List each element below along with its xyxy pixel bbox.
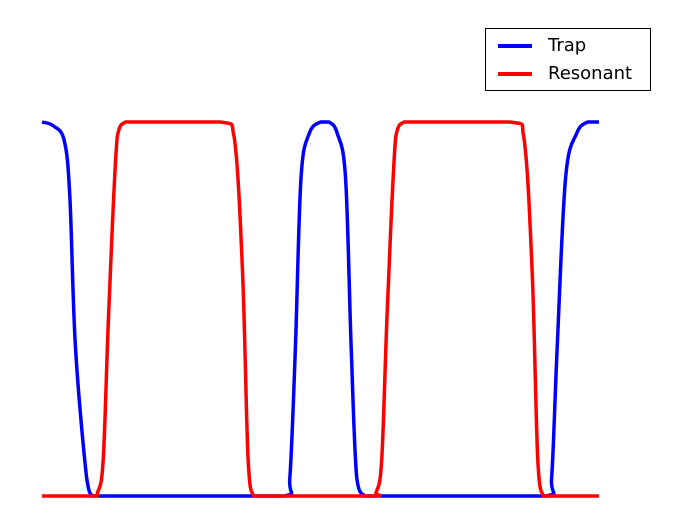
legend-swatch-resonant xyxy=(498,72,532,76)
legend-entry-trap: Trap xyxy=(486,35,650,57)
series-line-trap xyxy=(41,120,599,498)
legend: Trap Resonant xyxy=(485,28,651,91)
series-line-resonant xyxy=(42,120,599,498)
legend-entry-resonant: Resonant xyxy=(486,63,650,85)
legend-swatch-trap xyxy=(498,44,532,48)
legend-label-resonant: Resonant xyxy=(548,63,633,84)
legend-label-trap: Trap xyxy=(548,35,587,56)
series-layer xyxy=(41,120,599,498)
